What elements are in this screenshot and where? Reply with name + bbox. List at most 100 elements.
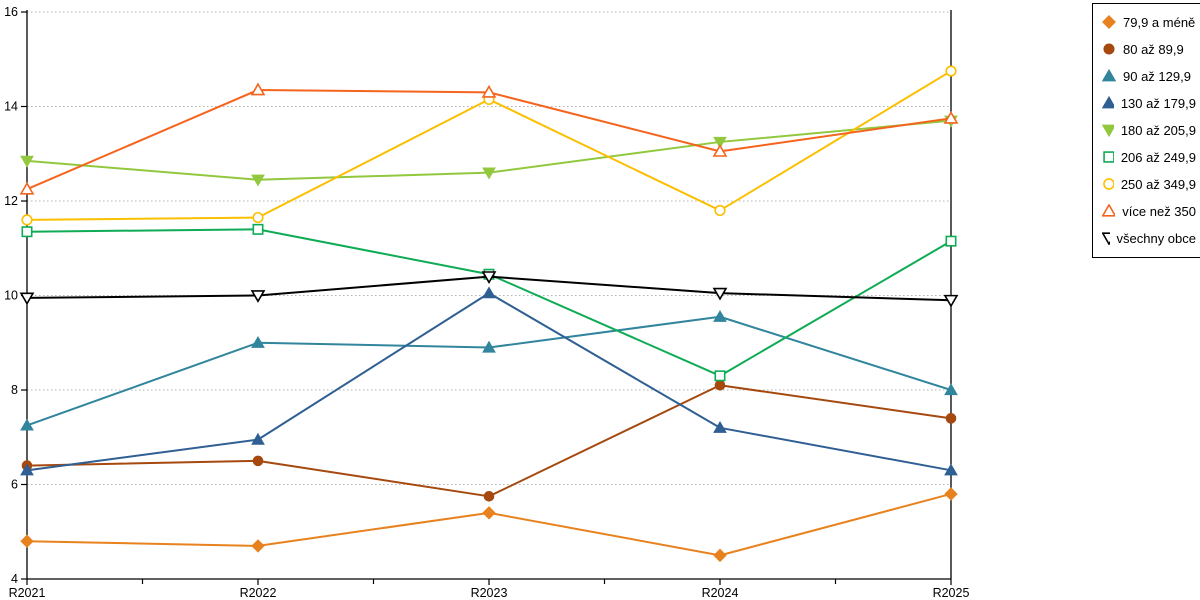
series-line-1	[26, 384, 952, 498]
triangle-up-marker-icon	[1102, 96, 1114, 109]
triangle-up-marker-icon	[944, 383, 958, 396]
triangle-up-open-marker-icon	[481, 84, 497, 98]
triangle-up-marker-icon	[1102, 69, 1116, 82]
circle-open-marker-icon	[252, 211, 264, 224]
triangle-down-marker-icon	[482, 167, 496, 180]
legend-item-8: všechny obce	[1102, 229, 1196, 247]
legend-label: 250 až 349,9	[1120, 176, 1196, 192]
legend-item-4: 180 až 205,9	[1102, 121, 1196, 139]
triangle-down-marker-icon	[713, 136, 727, 149]
legend-item-5: 206 až 249,9	[1102, 148, 1196, 166]
diamond-marker-icon	[20, 534, 34, 548]
legend-item-6: 250 až 349,9	[1102, 175, 1196, 193]
legend-marker-icon	[1102, 96, 1114, 109]
diamond-marker-icon	[1102, 15, 1116, 29]
y-tick-label: 10	[4, 289, 18, 303]
triangle-up-marker-icon	[251, 335, 265, 348]
triangle-down-marker-icon	[20, 155, 34, 168]
series-markers-8	[19, 271, 959, 308]
legend-label: 90 až 129,9	[1123, 68, 1191, 84]
x-tick-label: R2022	[240, 586, 277, 600]
legend-item-7: více než 350	[1102, 202, 1196, 220]
x-tick-label: R2024	[702, 586, 739, 600]
diamond-marker-icon	[251, 539, 265, 553]
triangle-up-marker-icon	[482, 286, 496, 299]
series-markers-5	[21, 223, 957, 382]
triangle-up-marker-icon	[251, 432, 265, 445]
series-markers-4	[20, 115, 958, 187]
series-markers-3	[20, 286, 958, 476]
triangle-down-marker-icon	[251, 174, 265, 187]
square-open-marker-icon	[1103, 151, 1114, 163]
legend-label: více než 350	[1122, 203, 1196, 219]
circle-open-marker-icon	[1103, 178, 1114, 190]
square-open-marker-icon	[21, 226, 33, 238]
legend-label: 80 až 89,9	[1123, 41, 1184, 57]
triangle-down-open-marker-icon	[943, 294, 959, 308]
y-tick-label: 16	[4, 5, 18, 19]
triangle-down-open-marker-icon	[712, 287, 728, 301]
triangle-up-marker-icon	[482, 340, 496, 353]
legend-label: 130 až 179,9	[1120, 95, 1196, 111]
series-line-5	[26, 228, 952, 377]
triangle-up-open-marker-icon	[250, 82, 266, 96]
triangle-up-open-marker-icon	[1102, 204, 1116, 217]
series-line-2	[26, 315, 952, 427]
triangle-up-open-marker-icon	[712, 143, 728, 157]
series-line-3	[26, 292, 952, 472]
x-tick-label: R2021	[9, 586, 46, 600]
legend-marker-icon	[1102, 232, 1110, 245]
triangle-up-marker-icon	[20, 418, 34, 431]
legend-marker-icon	[1102, 15, 1116, 29]
circle-open-marker-icon	[945, 65, 957, 77]
triangle-up-open-marker-icon	[943, 110, 959, 124]
triangle-up-marker-icon	[713, 420, 727, 433]
legend-marker-icon	[1103, 151, 1114, 163]
square-open-marker-icon	[714, 370, 726, 382]
legend-item-2: 90 až 129,9	[1102, 67, 1196, 85]
legend-marker-icon	[1103, 178, 1114, 190]
circle-marker-icon	[945, 413, 957, 424]
legend-label: 180 až 205,9	[1120, 122, 1196, 138]
y-tick-label: 6	[11, 478, 18, 492]
series-markers-7	[19, 82, 959, 195]
circle-open-marker-icon	[714, 204, 726, 217]
legend-item-0: 79,9 a méně	[1102, 13, 1196, 31]
triangle-down-open-marker-icon	[250, 290, 266, 303]
circle-marker-icon	[1103, 43, 1115, 55]
square-open-marker-icon	[945, 235, 957, 247]
circle-open-marker-icon	[21, 214, 33, 226]
triangle-down-open-marker-icon	[481, 271, 497, 285]
legend-marker-icon	[1102, 204, 1116, 217]
y-tick-label: 12	[4, 194, 18, 208]
x-tick-label: R2023	[471, 586, 508, 600]
triangle-down-open-marker-icon	[19, 292, 35, 306]
legend-label: všechny obce	[1116, 230, 1197, 246]
triangle-up-marker-icon	[944, 463, 958, 476]
circle-marker-icon	[714, 379, 726, 391]
series-markers-2	[20, 309, 958, 431]
y-tick-label: 4	[11, 572, 18, 586]
legend-item-3: 130 až 179,9	[1102, 94, 1196, 112]
y-tick-label: 14	[4, 100, 18, 114]
legend-item-1: 80 až 89,9	[1102, 40, 1196, 58]
series-line-0	[26, 492, 952, 557]
triangle-up-marker-icon	[20, 463, 34, 476]
circle-marker-icon	[252, 455, 264, 467]
triangle-up-open-marker-icon	[19, 181, 35, 195]
legend-label: 79,9 a méně	[1123, 14, 1196, 30]
x-tick-label: R2025	[933, 586, 970, 600]
series-markers-6	[21, 65, 957, 226]
legend-marker-icon	[1102, 69, 1116, 82]
circle-marker-icon	[483, 491, 495, 502]
diamond-marker-icon	[482, 506, 496, 520]
legend-marker-icon	[1102, 124, 1114, 137]
series-markers-0	[20, 487, 958, 563]
legend: 79,9 a méně 80 až 89,9 90 až 129,9 130 až 1…	[1092, 3, 1200, 258]
square-open-marker-icon	[252, 223, 264, 235]
legend-marker-icon	[1103, 43, 1115, 55]
legend-label: 206 až 249,9	[1120, 149, 1196, 165]
triangle-down-open-marker-icon	[1102, 232, 1110, 245]
